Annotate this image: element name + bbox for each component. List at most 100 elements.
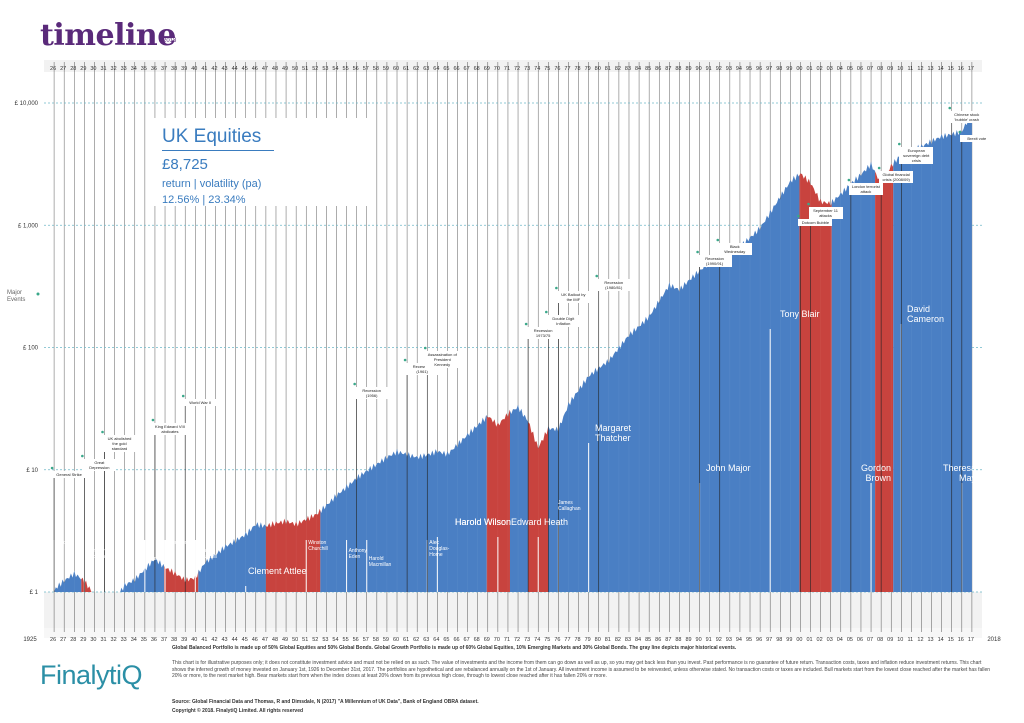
pm-label: Winston Churchill xyxy=(197,548,217,560)
x-tick-bottom: 97 xyxy=(766,637,772,643)
x-tick-bottom: 99 xyxy=(786,637,792,643)
event-label: Brexit vote xyxy=(959,135,994,142)
event-label: World War II xyxy=(183,399,218,406)
x-tick-top: 37 xyxy=(161,66,167,72)
x-tick-bottom: 98 xyxy=(776,637,782,643)
x-tick-top: 17 xyxy=(968,66,974,72)
x-tick-top: 53 xyxy=(322,66,328,72)
x-tick-bottom: 39 xyxy=(181,637,187,643)
x-tick-bottom: 72 xyxy=(514,637,520,643)
x-tick-bottom: 89 xyxy=(685,637,691,643)
x-tick-bottom: 69 xyxy=(484,637,490,643)
x-tick-bottom: 50 xyxy=(292,637,298,643)
pm-label: Margaret Thatcher xyxy=(595,423,632,443)
event-label: Recession (1956) xyxy=(354,387,389,399)
x-tick-top: 91 xyxy=(706,66,712,72)
x-tick-top: 92 xyxy=(716,66,722,72)
event-dot xyxy=(877,166,881,170)
logo-year: 2018 xyxy=(163,38,177,44)
x-tick-bottom: 60 xyxy=(393,637,399,643)
top-year-bar xyxy=(44,60,982,72)
x-tick-bottom: 38 xyxy=(171,637,177,643)
x-tick-top: 11 xyxy=(908,66,914,72)
pm-label: John Major xyxy=(706,463,751,473)
x-tick-bottom: 79 xyxy=(585,637,591,643)
x-tick-top: 01 xyxy=(806,66,812,72)
x-tick-bottom: 55 xyxy=(343,637,349,643)
x-tick-bottom: 28 xyxy=(70,637,76,643)
x-tick-bottom: 14 xyxy=(938,637,944,643)
x-tick-bottom: 67 xyxy=(464,637,470,643)
x-tick-top: 70 xyxy=(494,66,500,72)
x-tick-top: 02 xyxy=(817,66,823,72)
event-dot xyxy=(847,178,851,182)
x-tick-bottom: 65 xyxy=(443,637,449,643)
x-tick-top: 65 xyxy=(443,66,449,72)
x-tick-bottom: 73 xyxy=(524,637,530,643)
x-tick-top: 59 xyxy=(383,66,389,72)
x-tick-bottom: 53 xyxy=(322,637,328,643)
x-end-label: 2018 xyxy=(987,637,1001,643)
x-tick-top: 52 xyxy=(312,66,318,72)
bottom-year-bar xyxy=(44,592,982,632)
x-tick-top: 06 xyxy=(857,66,863,72)
x-tick-top: 62 xyxy=(413,66,419,72)
info-subtitle: return | volatility (pa) xyxy=(162,178,262,190)
event-dot xyxy=(101,430,104,434)
x-tick-bottom: 37 xyxy=(161,637,167,643)
x-tick-bottom: 44 xyxy=(232,637,238,643)
info-title: UK Equities xyxy=(162,126,262,147)
footer-portfolio-note: Global Balanced Portfolio is made up of … xyxy=(172,645,737,651)
x-tick-bottom: 03 xyxy=(827,637,833,643)
x-tick-top: 76 xyxy=(554,66,560,72)
x-tick-bottom: 76 xyxy=(554,637,560,643)
x-tick-top: 30 xyxy=(90,66,96,72)
x-tick-top: 16 xyxy=(958,66,964,72)
x-tick-top: 78 xyxy=(574,66,580,72)
x-tick-bottom: 09 xyxy=(887,637,893,643)
x-tick-top: 09 xyxy=(887,66,893,72)
event-dot xyxy=(50,466,54,470)
pm-label: James Callaghan xyxy=(558,500,581,512)
x-tick-bottom: 74 xyxy=(534,637,540,643)
event-label: Recession (1980/81) xyxy=(596,279,631,291)
pm-label: Winston Churchill xyxy=(308,540,328,552)
x-tick-top: 14 xyxy=(938,66,944,72)
event-dot xyxy=(716,238,720,242)
y-tick-label: £ 1 xyxy=(30,590,39,596)
pm-label: Tony Blair xyxy=(780,309,820,319)
event-label: Assassination of President Kennedy xyxy=(425,351,460,368)
bull-market-period xyxy=(548,110,800,592)
x-tick-bottom: 26 xyxy=(50,637,56,643)
x-tick-bottom: 42 xyxy=(211,637,217,643)
x-tick-top: 46 xyxy=(252,66,258,72)
x-tick-top: 10 xyxy=(897,66,903,72)
x-tick-bottom: 49 xyxy=(282,637,288,643)
timeline-logo: timeline xyxy=(40,18,176,53)
x-tick-top: 90 xyxy=(696,66,702,72)
pm-label: Chamberlain xyxy=(167,540,196,546)
x-tick-top: 29 xyxy=(80,66,86,72)
x-tick-bottom: 71 xyxy=(504,637,510,643)
event-label: Great Depression xyxy=(82,459,117,471)
event-label: European sovereign debt crisis xyxy=(899,147,934,164)
event-dot xyxy=(403,358,407,362)
x-tick-top: 51 xyxy=(302,66,308,72)
x-tick-bottom: 45 xyxy=(242,637,248,643)
event-label: UK Bailout by the IMF xyxy=(556,291,591,303)
x-tick-top: 82 xyxy=(615,66,621,72)
x-tick-bottom: 46 xyxy=(252,637,258,643)
x-tick-bottom: 66 xyxy=(453,637,459,643)
event-label: Dotcom Bubble xyxy=(798,219,833,226)
bear-market-period xyxy=(486,110,510,592)
x-tick-top: 88 xyxy=(675,66,681,72)
event-dot xyxy=(696,250,699,254)
x-tick-top: 99 xyxy=(786,66,792,72)
x-tick-top: 28 xyxy=(70,66,76,72)
x-tick-bottom: 29 xyxy=(80,637,86,643)
pm-label: Edward Heath xyxy=(511,517,569,527)
x-tick-bottom: 80 xyxy=(595,637,601,643)
x-tick-top: 26 xyxy=(50,66,56,72)
x-tick-bottom: 64 xyxy=(433,637,439,643)
